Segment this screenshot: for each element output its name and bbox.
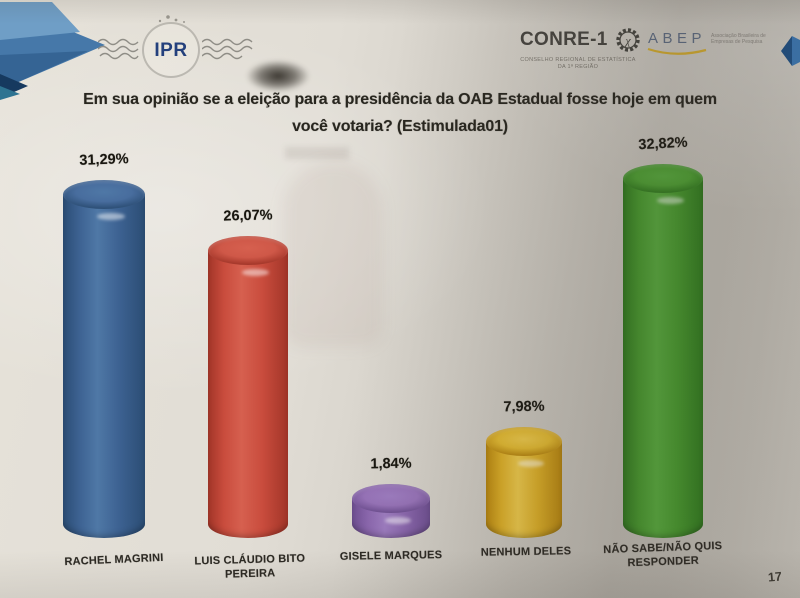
cylinder-highlight-icon [97,213,126,221]
conre-subtext: CONSELHO REGIONAL DE ESTATÍSTICA DA 1ª R… [520,57,636,70]
slide-title-line1: Em sua opinião se a eleição para a presi… [83,91,717,108]
ipr-dots-icon [158,15,185,23]
ghost-label-artifact [285,147,349,159]
cylinder-body [63,194,145,538]
chart-bar [208,235,288,538]
gear-icon: χ [615,28,640,52]
bar-value-label: 26,07% [223,207,273,225]
ipr-circle [142,22,200,78]
conre-name: CONRE-1 [520,29,608,50]
bar-value-label: 7,98% [503,399,545,416]
cylinder-top [486,427,562,457]
cylinder-body [208,249,288,538]
cylinder-top [623,164,703,194]
bar-category-label: LUIS CLÁUDIO BITO PEREIRA [194,552,306,581]
cylinder-highlight-icon [384,517,412,524]
cylinder-body [486,441,562,538]
bar-value-label: 31,29% [79,151,129,170]
cylinder-top [352,484,430,513]
ipr-squiggle-left-icon [98,38,139,60]
shadow-artifact [246,60,310,92]
conre-logo: CONRE-1 χ CONSELHO REGIONAL DE ESTATÍSTI… [520,26,642,70]
chart-bar [623,164,703,538]
slide-title: Em sua opinião se a eleição para a presi… [30,86,770,140]
cylinder-highlight-icon [656,197,684,205]
decor-diamond-icon [781,36,800,66]
abep-logo: ABEP Associação Brasileira de Empresas d… [647,30,771,55]
cylinder-highlight-icon [517,460,544,468]
cylinder-body [623,178,703,538]
bar-value-label: 1,84% [370,455,412,473]
bar-category-label: NÃO SABE/NÃO QUIS RESPONDER [603,539,723,570]
decor-triangles-icon [0,2,105,100]
chart-bar [63,180,145,538]
cylinder-top [63,180,145,210]
ghost-artifact [283,162,383,347]
bar-value-label: 32,82% [638,134,688,154]
abep-subtext: Associação Brasileira de Empresas de Pes… [711,33,766,45]
cylinder-top [208,235,288,265]
abep-name: ABEP [648,30,707,47]
cylinder-highlight-icon [241,268,269,276]
ipr-squiggle-right-icon [202,38,253,60]
abep-swoosh-icon [647,47,707,55]
svg-text:χ: χ [624,34,631,48]
chart-bar [352,484,430,538]
slide-title-line2: você votaria? (Estimulada01) [292,118,508,135]
chart-bar [486,427,562,538]
ipr-logo: IPR [98,14,268,78]
page-number: 17 [767,569,783,585]
ipr-text: IPR [154,40,188,61]
